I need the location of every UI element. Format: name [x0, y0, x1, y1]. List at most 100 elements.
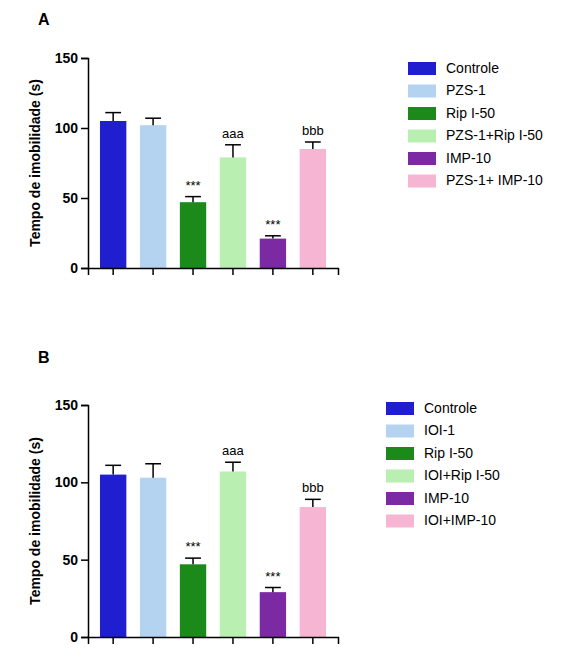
x-tick-mark [152, 637, 154, 644]
error-bar-cap [305, 141, 321, 143]
bar [260, 592, 286, 637]
legend-entry: IOI-1 [386, 422, 455, 438]
significance-label: aaa [222, 443, 244, 458]
error-bar [265, 588, 281, 593]
y-tick: 0 [70, 629, 88, 645]
x-tick [312, 637, 313, 644]
plot: 050100150Tempo de imobilidade (s)***aaa*… [27, 397, 339, 645]
y-tick-label: 0 [70, 629, 78, 645]
bar [300, 149, 326, 268]
y-tick: 100 [55, 474, 88, 490]
error-bar-stem [152, 118, 154, 125]
legend-label: IOI-1 [424, 422, 455, 438]
error-bar-cap [145, 463, 161, 465]
y-tick-label: 100 [55, 120, 79, 136]
error-bar-cap [105, 465, 121, 467]
y-tick-mark [81, 559, 88, 561]
significance-label: bbb [302, 123, 324, 138]
y-tick: 50 [62, 190, 88, 206]
y-tick-label: 50 [62, 552, 78, 568]
y-tick-label: 100 [55, 474, 79, 490]
error-bar [145, 118, 161, 125]
error-bar-cap [225, 144, 241, 146]
significance-label: aaa [222, 126, 244, 141]
y-axis: 0 50 100 150 [55, 397, 89, 645]
y-tick-label: 0 [70, 260, 78, 276]
y-tick-label: 150 [55, 397, 79, 413]
error-bar-cap [265, 587, 281, 589]
error-bar-stem [312, 499, 314, 507]
y-tick-mark [81, 268, 88, 270]
error-bar-stem [152, 464, 154, 478]
x-tick-mark [272, 637, 274, 644]
bar [140, 478, 166, 637]
bar [180, 202, 206, 268]
y-tick-label: 50 [62, 190, 78, 206]
x-tick [113, 268, 114, 275]
error-bar-stem [112, 113, 114, 121]
legend-entry: Controle [408, 60, 499, 76]
legend-entry: IMP-10 [408, 150, 491, 166]
x-tick [153, 637, 154, 644]
y-tick: 150 [55, 50, 88, 66]
bar [220, 472, 246, 637]
x-axis-line [89, 269, 339, 276]
legend-swatch [408, 175, 436, 188]
x-tick-mark [312, 637, 314, 644]
legend-label: PZS-1 [446, 82, 486, 98]
legend-entry: Rip I-50 [386, 445, 473, 461]
bar [100, 475, 126, 637]
legend-label: IMP-10 [446, 150, 491, 166]
x-tick [232, 637, 233, 644]
legend-entry: Controle [386, 400, 477, 416]
x-axis-line [89, 638, 339, 645]
legend-entry: Rip I-50 [408, 105, 495, 121]
y-axis-title: Tempo de imobilidade (s) [27, 437, 43, 605]
x-axis [89, 637, 339, 644]
y-axis-line [81, 406, 89, 638]
significance-label: *** [265, 217, 280, 232]
y-tick-mark [81, 482, 88, 484]
y-tick-label: 150 [55, 50, 79, 66]
y-tick: 50 [62, 552, 88, 568]
error-bar-cap [265, 235, 281, 237]
legend: ControleIOI-1Rip I-50IOI+Rip I-50IMP-10I… [386, 400, 500, 529]
x-tick-mark [312, 268, 314, 275]
error-bar-stem [312, 142, 314, 149]
y-tick-mark [81, 405, 88, 407]
legend-label: Controle [424, 400, 477, 416]
legend-entry: IMP-10 [386, 490, 469, 506]
y-tick-mark [81, 637, 88, 639]
legend-label: IMP-10 [424, 490, 469, 506]
bar [260, 239, 286, 268]
error-bar-stem [192, 197, 194, 203]
error-bar-stem [112, 465, 114, 474]
x-tick [272, 268, 273, 275]
x-axis [89, 268, 339, 275]
marks [100, 462, 326, 637]
legend-entry: PZS-1+ IMP-10 [408, 172, 543, 188]
legend-swatch [408, 85, 436, 98]
legend-label: PZS-1+ IMP-10 [446, 172, 543, 188]
marks [100, 113, 326, 268]
x-tick [312, 268, 313, 275]
panel-title: B [38, 349, 50, 366]
error-bar [105, 113, 121, 121]
error-bar-stem [192, 558, 194, 564]
legend-label: PZS-1+Rip I-50 [446, 127, 543, 143]
error-bar-cap [185, 196, 201, 198]
chart-svg: A050100150Tempo de imobilidade (s)***aaa… [0, 0, 570, 670]
legend-swatch [386, 492, 414, 505]
significance-label: bbb [302, 480, 324, 495]
legend-swatch [386, 470, 414, 483]
x-tick [232, 268, 233, 275]
legend-entry: IOI+Rip I-50 [386, 467, 500, 483]
error-bar-stem [232, 462, 234, 471]
x-tick [193, 268, 194, 275]
y-axis-title: Tempo de imobilidade (s) [27, 79, 43, 247]
x-tick [113, 637, 114, 644]
bar [300, 507, 326, 637]
legend-label: Rip I-50 [424, 445, 473, 461]
error-bar [185, 197, 201, 203]
legend-entry: PZS-1+Rip I-50 [408, 127, 543, 143]
